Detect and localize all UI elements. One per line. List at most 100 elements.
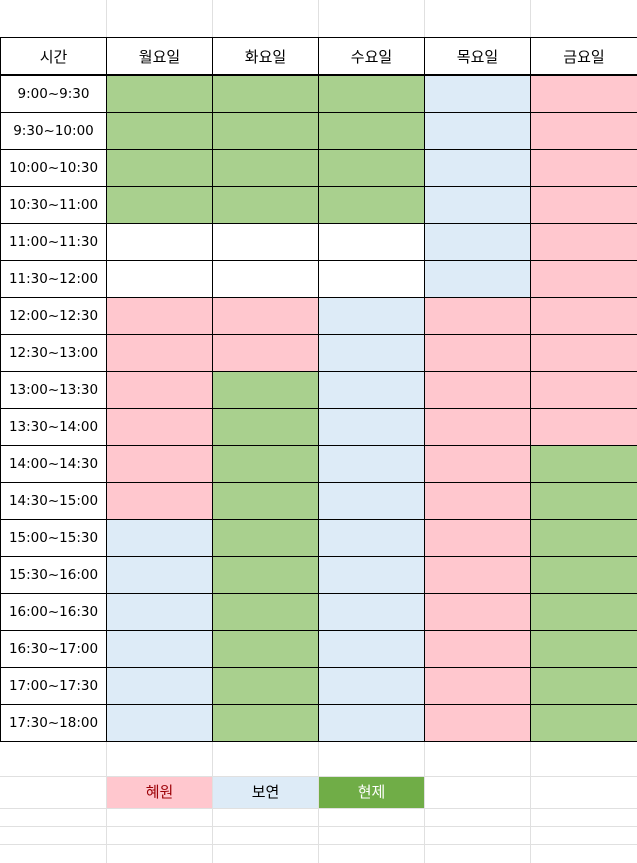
schedule-cell[interactable] [318, 519, 425, 557]
schedule-cell[interactable] [106, 482, 213, 520]
schedule-cell[interactable] [106, 260, 213, 298]
schedule-cell[interactable] [212, 371, 319, 409]
time-cell[interactable]: 15:00~15:30 [0, 519, 107, 557]
schedule-cell[interactable] [106, 556, 213, 594]
schedule-cell[interactable] [106, 149, 213, 187]
schedule-cell[interactable] [424, 334, 531, 372]
time-cell[interactable]: 13:30~14:00 [0, 408, 107, 446]
schedule-cell[interactable] [318, 74, 425, 113]
schedule-cell[interactable] [530, 186, 637, 224]
schedule-cell[interactable] [212, 112, 319, 150]
time-cell[interactable]: 9:00~9:30 [0, 74, 107, 113]
schedule-cell[interactable] [530, 445, 637, 483]
schedule-cell[interactable] [106, 371, 213, 409]
time-cell[interactable]: 16:30~17:00 [0, 630, 107, 668]
legend-cell-boyeon[interactable]: 보연 [213, 777, 318, 808]
time-cell[interactable]: 13:00~13:30 [0, 371, 107, 409]
time-cell[interactable]: 10:00~10:30 [0, 149, 107, 187]
schedule-cell[interactable] [212, 408, 319, 446]
schedule-cell[interactable] [106, 704, 213, 742]
schedule-cell[interactable] [530, 260, 637, 298]
schedule-cell[interactable] [106, 334, 213, 372]
schedule-cell[interactable] [212, 482, 319, 520]
schedule-cell[interactable] [318, 482, 425, 520]
time-cell[interactable]: 11:30~12:00 [0, 260, 107, 298]
time-cell[interactable]: 16:00~16:30 [0, 593, 107, 631]
schedule-cell[interactable] [212, 149, 319, 187]
schedule-cell[interactable] [530, 630, 637, 668]
schedule-cell[interactable] [530, 371, 637, 409]
schedule-cell[interactable] [106, 667, 213, 705]
schedule-cell[interactable] [212, 334, 319, 372]
schedule-cell[interactable] [424, 112, 531, 150]
header-cell-monday[interactable]: 월요일 [106, 37, 213, 76]
time-cell[interactable]: 10:30~11:00 [0, 186, 107, 224]
schedule-cell[interactable] [318, 593, 425, 631]
schedule-cell[interactable] [424, 223, 531, 261]
schedule-cell[interactable] [530, 334, 637, 372]
schedule-cell[interactable] [318, 112, 425, 150]
schedule-cell[interactable] [530, 593, 637, 631]
schedule-cell[interactable] [424, 408, 531, 446]
schedule-cell[interactable] [424, 371, 531, 409]
schedule-cell[interactable] [530, 519, 637, 557]
schedule-cell[interactable] [530, 223, 637, 261]
header-cell-thursday[interactable]: 목요일 [424, 37, 531, 76]
header-cell-tuesday[interactable]: 화요일 [212, 37, 319, 76]
schedule-cell[interactable] [212, 667, 319, 705]
schedule-cell[interactable] [318, 371, 425, 409]
schedule-cell[interactable] [106, 408, 213, 446]
schedule-cell[interactable] [106, 593, 213, 631]
schedule-cell[interactable] [530, 704, 637, 742]
schedule-cell[interactable] [212, 445, 319, 483]
schedule-cell[interactable] [530, 112, 637, 150]
schedule-cell[interactable] [106, 223, 213, 261]
time-cell[interactable]: 15:30~16:00 [0, 556, 107, 594]
header-cell-time[interactable]: 시간 [0, 37, 107, 76]
schedule-cell[interactable] [424, 260, 531, 298]
schedule-cell[interactable] [424, 297, 531, 335]
schedule-cell[interactable] [424, 149, 531, 187]
time-cell[interactable]: 17:00~17:30 [0, 667, 107, 705]
schedule-cell[interactable] [530, 149, 637, 187]
schedule-cell[interactable] [318, 556, 425, 594]
time-cell[interactable]: 9:30~10:00 [0, 112, 107, 150]
time-cell[interactable]: 17:30~18:00 [0, 704, 107, 742]
schedule-cell[interactable] [424, 519, 531, 557]
schedule-cell[interactable] [212, 260, 319, 298]
header-cell-wednesday[interactable]: 수요일 [318, 37, 425, 76]
legend-cell-hyunje[interactable]: 현제 [319, 777, 424, 808]
schedule-cell[interactable] [424, 667, 531, 705]
schedule-cell[interactable] [530, 297, 637, 335]
schedule-cell[interactable] [318, 334, 425, 372]
time-cell[interactable]: 12:00~12:30 [0, 297, 107, 335]
schedule-cell[interactable] [212, 223, 319, 261]
time-cell[interactable]: 14:00~14:30 [0, 445, 107, 483]
schedule-cell[interactable] [106, 519, 213, 557]
schedule-cell[interactable] [318, 297, 425, 335]
schedule-cell[interactable] [212, 297, 319, 335]
schedule-cell[interactable] [106, 630, 213, 668]
schedule-cell[interactable] [424, 704, 531, 742]
schedule-cell[interactable] [318, 186, 425, 224]
time-cell[interactable]: 12:30~13:00 [0, 334, 107, 372]
schedule-cell[interactable] [530, 667, 637, 705]
schedule-cell[interactable] [424, 482, 531, 520]
schedule-cell[interactable] [212, 630, 319, 668]
schedule-cell[interactable] [106, 445, 213, 483]
schedule-cell[interactable] [318, 445, 425, 483]
schedule-cell[interactable] [212, 593, 319, 631]
schedule-cell[interactable] [318, 704, 425, 742]
schedule-cell[interactable] [424, 445, 531, 483]
schedule-cell[interactable] [318, 260, 425, 298]
legend-cell-hyewon[interactable]: 혜원 [107, 777, 212, 808]
schedule-cell[interactable] [318, 630, 425, 668]
schedule-cell[interactable] [106, 112, 213, 150]
schedule-cell[interactable] [318, 149, 425, 187]
schedule-cell[interactable] [424, 74, 531, 113]
schedule-cell[interactable] [530, 74, 637, 113]
schedule-cell[interactable] [424, 593, 531, 631]
schedule-cell[interactable] [212, 519, 319, 557]
schedule-cell[interactable] [530, 556, 637, 594]
schedule-cell[interactable] [318, 667, 425, 705]
